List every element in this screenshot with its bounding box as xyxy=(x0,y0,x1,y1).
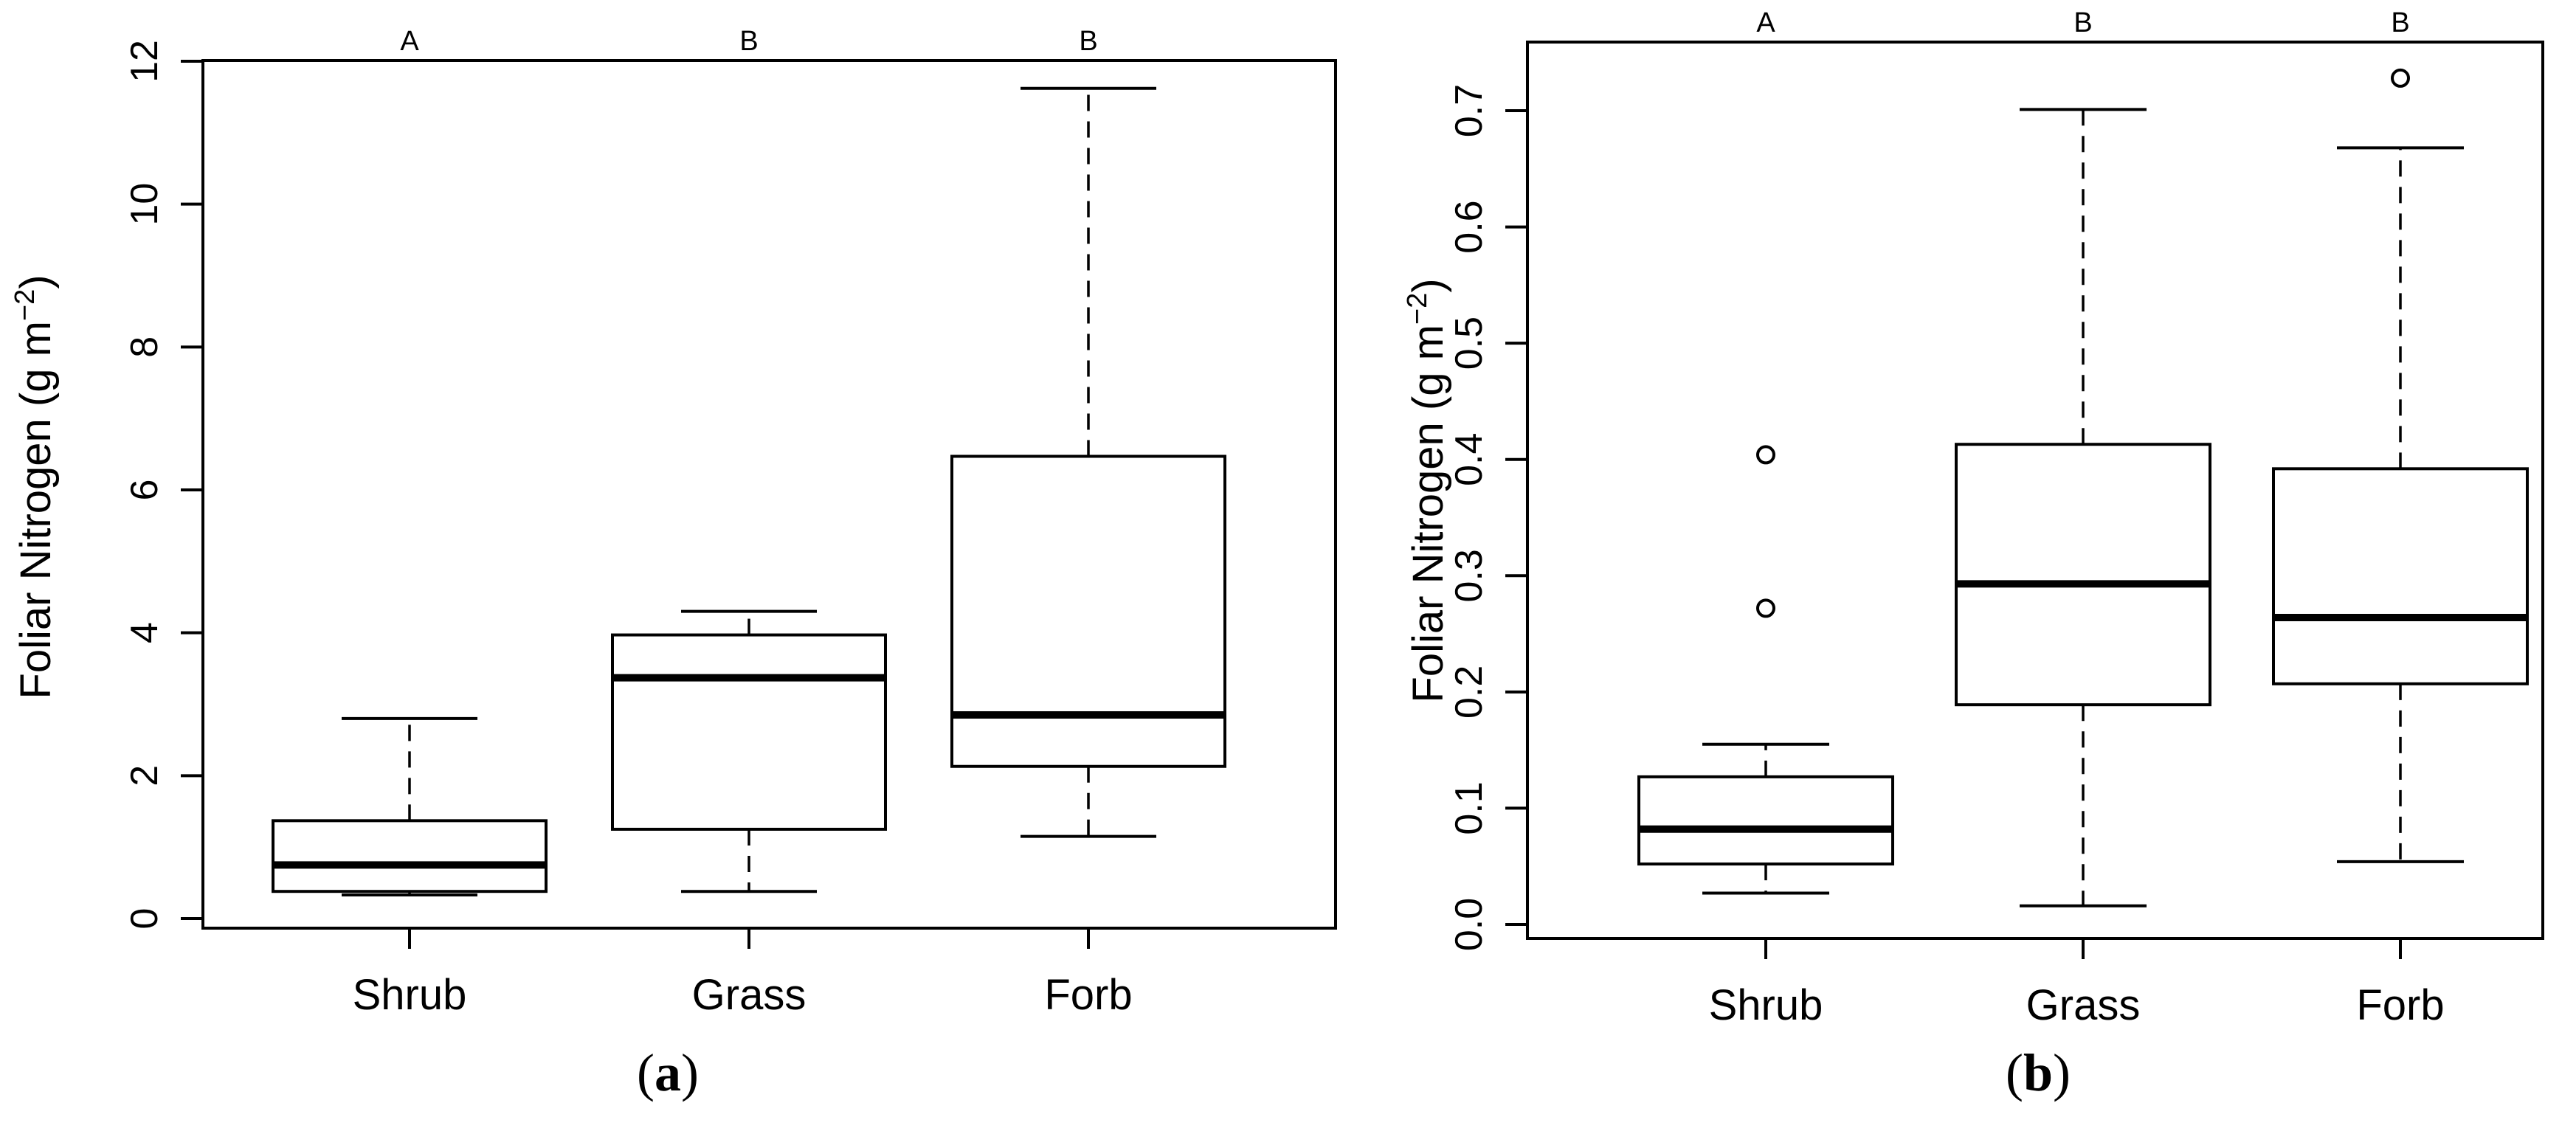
y-tick-label: 0.7 xyxy=(1448,84,1491,137)
y-tick-label: 6 xyxy=(123,480,166,501)
interquartile-box xyxy=(272,819,548,893)
y-tick-label: 0.2 xyxy=(1448,665,1491,719)
chart-panel-a: 0 2 4 6 8 10 12 Foliar Nitrogen (g m−2) Shrub A Gr… xyxy=(10,26,1337,1102)
significance-letter: B xyxy=(1079,26,1097,57)
panel-label-letter: b xyxy=(2023,1043,2053,1102)
panel-label-close: ) xyxy=(2053,1043,2071,1102)
panel-label-letter: a xyxy=(655,1043,681,1102)
y-axis-title: Foliar Nitrogen (g m−2) xyxy=(10,274,60,699)
y-tick-label: 2 xyxy=(123,765,166,786)
y-tick-label: 10 xyxy=(123,183,166,226)
box-grass xyxy=(611,609,887,893)
y-tick-label: 0 xyxy=(123,908,166,930)
chart-panel-b: 0.0 0.1 0.2 0.3 0.4 0.5 0.6 0.7 Foliar Nitrogen … xyxy=(1402,7,2544,1102)
interquartile-box xyxy=(2272,467,2529,685)
interquartile-box xyxy=(950,454,1226,768)
panel-label-open: ( xyxy=(2006,1043,2023,1102)
box-shrub xyxy=(272,716,548,897)
significance-letter: B xyxy=(739,26,758,57)
y-tick-label: 0.4 xyxy=(1448,433,1491,486)
significance-letter: B xyxy=(2073,7,2092,38)
significance-letter: A xyxy=(400,26,419,57)
outlier-point xyxy=(1756,445,1775,465)
x-tick-label: Grass xyxy=(2026,981,2141,1029)
box-grass xyxy=(1955,108,2211,907)
interquartile-box xyxy=(1637,775,1894,866)
panel-label: (b) xyxy=(2006,1043,2071,1102)
y-axis-title-main: Foliar Nitrogen (g m xyxy=(1404,325,1452,702)
y-tick-label: 4 xyxy=(123,622,166,643)
y-tick-label: 0.6 xyxy=(1448,200,1491,253)
y-tick-label: 12 xyxy=(123,40,166,83)
box-forb xyxy=(2272,68,2529,863)
plot-frame xyxy=(1526,41,2544,940)
significance-letter: A xyxy=(1756,7,1775,38)
panel-label: (a) xyxy=(637,1043,699,1102)
y-tick-label: 0.5 xyxy=(1448,317,1491,370)
y-axis-title: Foliar Nitrogen (g m−2) xyxy=(1402,278,1452,702)
significance-letter: B xyxy=(2391,7,2409,38)
y-axis-title-exponent: −2 xyxy=(1402,293,1433,325)
x-tick-label: Shrub xyxy=(1709,981,1823,1029)
y-tick-label: 8 xyxy=(123,336,166,358)
x-tick-label: Forb xyxy=(2356,981,2444,1029)
x-tick-label: Shrub xyxy=(353,971,467,1019)
x-tick-label: Grass xyxy=(692,971,807,1019)
panel-label-open: ( xyxy=(637,1043,655,1102)
interquartile-box xyxy=(1955,443,2211,707)
y-tick-label: 0.3 xyxy=(1448,549,1491,602)
y-tick-label: 0.0 xyxy=(1448,898,1491,951)
y-axis-title-close: ) xyxy=(1404,278,1452,292)
y-axis-title-exponent: −2 xyxy=(10,289,41,321)
y-axis-title-main: Foliar Nitrogen (g m xyxy=(12,321,60,699)
y-axis-title-close: ) xyxy=(12,274,60,288)
x-tick-label: Forb xyxy=(1044,971,1132,1019)
interquartile-box xyxy=(611,633,887,831)
box-shrub xyxy=(1637,445,1894,895)
y-tick-label: 0.1 xyxy=(1448,781,1491,834)
box-forb xyxy=(950,86,1226,838)
plot-frame xyxy=(201,59,1337,930)
outlier-point xyxy=(1756,598,1775,618)
panel-label-close: ) xyxy=(681,1043,699,1102)
outlier-point xyxy=(2391,68,2410,88)
